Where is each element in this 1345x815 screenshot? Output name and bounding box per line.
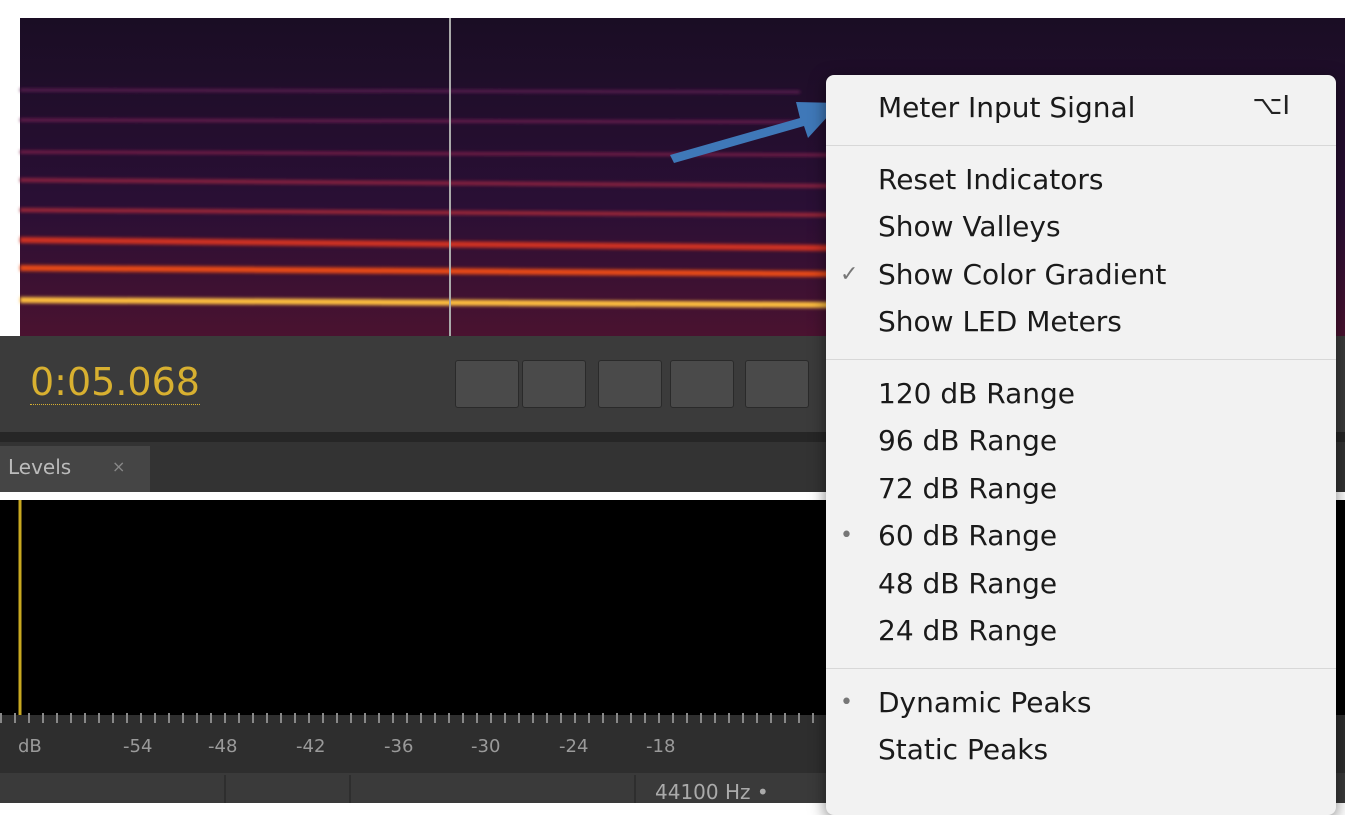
page: 0:05.068 Levels × dB -54 -48 -42 -36 -30 -24 -1… bbox=[0, 0, 1345, 803]
menu-item[interactable]: Dynamic Peaks bbox=[878, 686, 1091, 719]
play-button[interactable] bbox=[522, 360, 586, 408]
menu-item[interactable]: Show LED Meters bbox=[878, 305, 1122, 338]
menu-shortcut: ⌥I bbox=[1252, 91, 1290, 121]
menu-item-row[interactable]: Meter Input Signal ⌥I bbox=[826, 89, 1336, 133]
menu-separator bbox=[826, 668, 1336, 669]
scale-label: dB bbox=[18, 736, 42, 757]
menu-item[interactable]: Show Color Gradient bbox=[878, 258, 1166, 291]
scale-label: -54 bbox=[123, 736, 152, 757]
menu-item[interactable]: Reset Indicators bbox=[878, 163, 1103, 196]
menu-item[interactable]: 48 dB Range bbox=[878, 567, 1057, 600]
menu-item[interactable]: 24 dB Range bbox=[878, 614, 1057, 647]
menu-separator bbox=[826, 359, 1336, 360]
scale-label: -48 bbox=[208, 736, 237, 757]
menu-item-row[interactable]: 96 dB Range bbox=[826, 422, 1336, 466]
menu-item-row[interactable]: Dynamic Peaks • bbox=[826, 684, 1336, 728]
menu-item-row[interactable]: Show LED Meters bbox=[826, 303, 1336, 347]
menu-item-row[interactable]: 60 dB Range • bbox=[826, 517, 1336, 561]
time-display: 0:05.068 bbox=[30, 360, 200, 405]
scale-label: -24 bbox=[559, 736, 588, 757]
menu-check: • bbox=[840, 523, 853, 548]
menu-check: ✓ bbox=[840, 262, 858, 287]
stop-button[interactable] bbox=[455, 360, 519, 408]
context-menu: Meter Input Signal ⌥I Reset Indicators Show… bbox=[826, 75, 1336, 815]
scale-label: -30 bbox=[471, 736, 500, 757]
menu-item[interactable]: 72 dB Range bbox=[878, 472, 1057, 505]
menu-check: • bbox=[840, 690, 853, 715]
tab-label[interactable]: Levels bbox=[8, 455, 71, 479]
scale-label: -42 bbox=[296, 736, 325, 757]
menu-item[interactable]: 60 dB Range bbox=[878, 519, 1057, 552]
menu-item[interactable]: Meter Input Signal bbox=[878, 91, 1135, 124]
menu-item-row[interactable]: 120 dB Range bbox=[826, 375, 1336, 419]
menu-item-row[interactable]: 72 dB Range bbox=[826, 470, 1336, 514]
scale-label: -18 bbox=[646, 736, 675, 757]
menu-item-row[interactable]: Static Peaks bbox=[826, 731, 1336, 775]
pause-button[interactable] bbox=[598, 360, 662, 408]
menu-item-row[interactable]: 24 dB Range bbox=[826, 612, 1336, 656]
menu-item[interactable]: 120 dB Range bbox=[878, 377, 1075, 410]
menu-item-row[interactable]: 48 dB Range bbox=[826, 565, 1336, 609]
menu-item-row[interactable]: Show Valleys bbox=[826, 208, 1336, 252]
menu-item-row[interactable]: Reset Indicators bbox=[826, 161, 1336, 205]
menu-item[interactable]: Static Peaks bbox=[878, 733, 1048, 766]
menu-separator bbox=[826, 145, 1336, 146]
tab-close[interactable]: × bbox=[112, 457, 125, 476]
menu-item[interactable]: Show Valleys bbox=[878, 210, 1061, 243]
menu-item-row[interactable]: Show Color Gradient ✓ bbox=[826, 256, 1336, 300]
menu-item[interactable]: 96 dB Range bbox=[878, 424, 1057, 457]
loop-button[interactable] bbox=[670, 360, 734, 408]
scale-label: -36 bbox=[384, 736, 413, 757]
status-text: 44100 Hz • bbox=[655, 780, 769, 804]
rewind-button[interactable] bbox=[745, 360, 809, 408]
